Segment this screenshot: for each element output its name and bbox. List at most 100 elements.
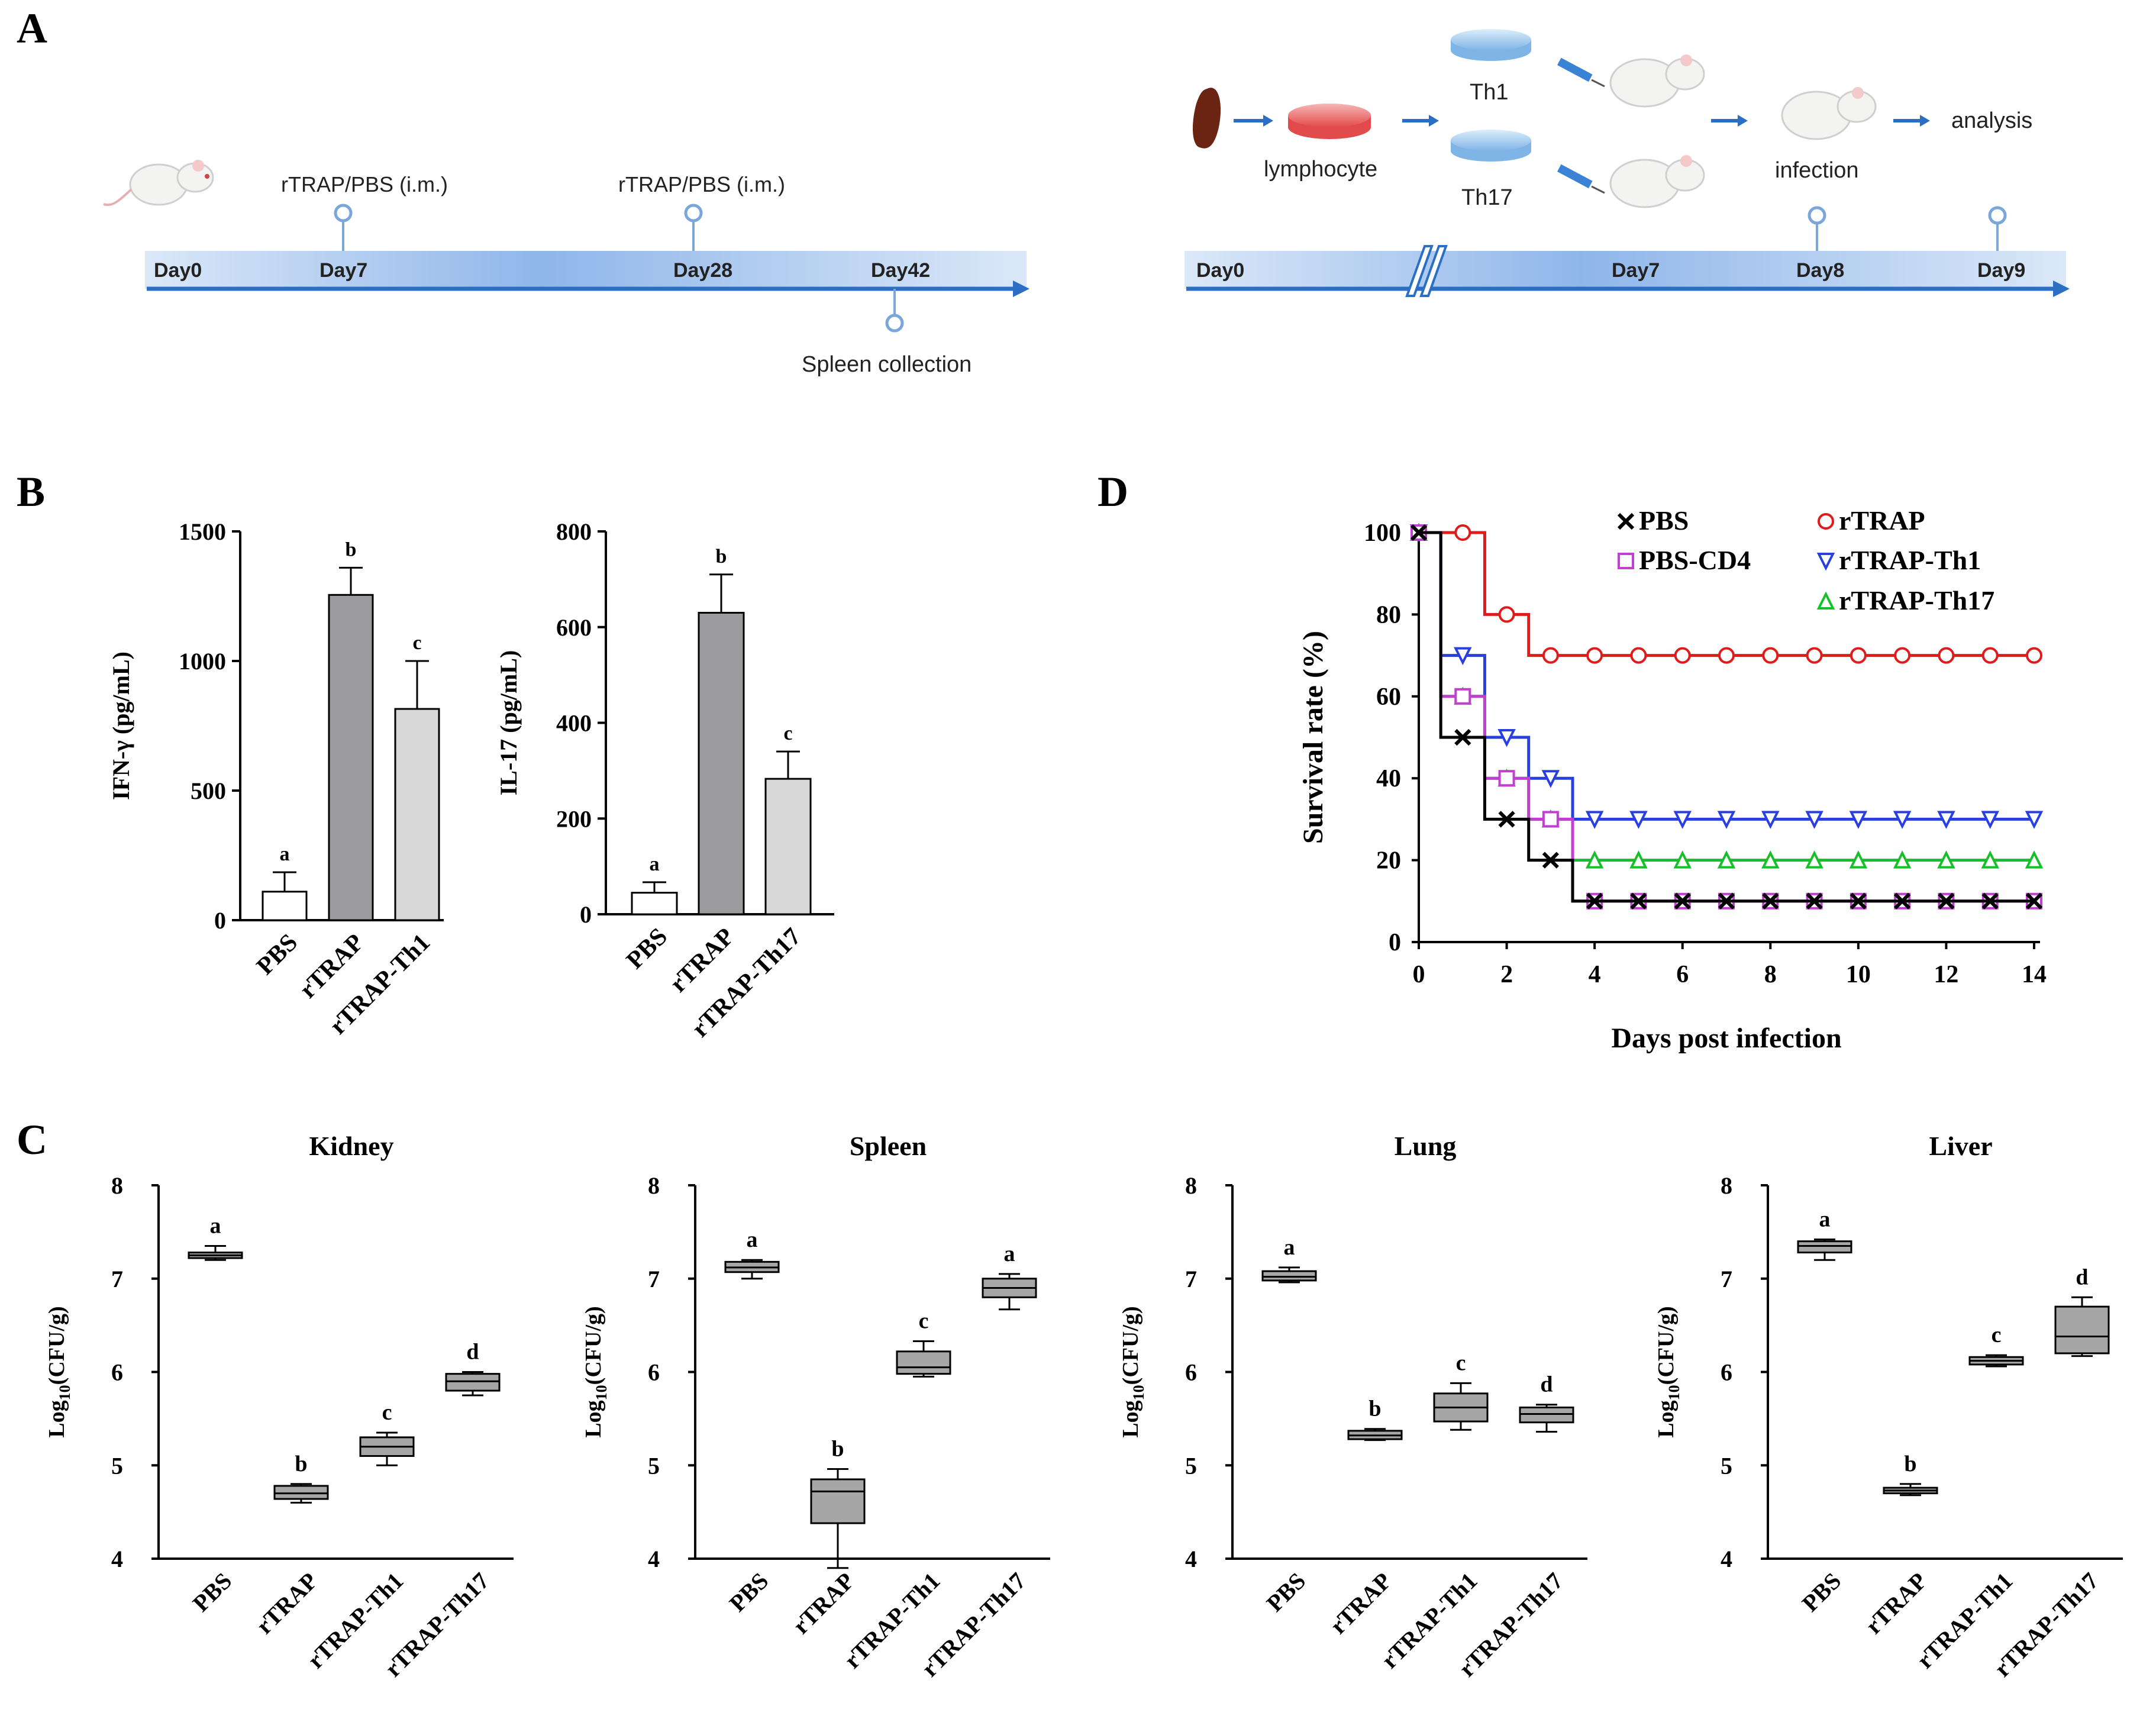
- survival-marker: [1850, 647, 1867, 664]
- boxplot-panel-liver: Liver45678Log10(CFU/g)aPBSbrTRAPcrTRAP-T…: [1654, 1131, 2123, 1682]
- pin-day28-icon: [684, 204, 703, 222]
- survival-marker: [1893, 811, 1912, 829]
- tl-right-day8: Day8: [1796, 259, 1844, 282]
- y-axis-label-base: Log: [1118, 1400, 1143, 1437]
- analysis-label: analysis: [1951, 108, 2032, 133]
- survival-marker: [2025, 892, 2043, 910]
- y-tick-label: 600: [556, 614, 592, 641]
- lymphocyte-dish-icon: [1288, 104, 1371, 139]
- tl-left-day42: Day42: [871, 259, 930, 282]
- survival-marker: [1718, 892, 1735, 910]
- mouse-infection-icon: [1781, 87, 1877, 140]
- y-axis-label: Log10(CFU/g): [44, 1306, 73, 1437]
- infection-label: infection: [1775, 158, 1859, 183]
- survival-marker: [1806, 892, 1823, 910]
- y-tick-label: 200: [556, 805, 592, 832]
- y-tick-label: 6: [648, 1359, 660, 1386]
- axis-break-icon: [1405, 245, 1448, 297]
- survival-marker: [1762, 647, 1779, 664]
- x-tick-label: PBS: [1797, 1568, 1847, 1617]
- y-axis-label-sub: 10: [593, 1385, 610, 1400]
- survival-marker: [1498, 770, 1515, 787]
- th1-label: Th1: [1470, 80, 1508, 105]
- y-tick-label: 6: [1721, 1359, 1732, 1386]
- y-tick-label: 1500: [179, 518, 226, 545]
- survival-marker: [1938, 647, 1955, 664]
- panel-label-b: B: [17, 468, 45, 515]
- box: [1519, 1406, 1574, 1424]
- y-axis-label-sub: 10: [56, 1385, 73, 1400]
- y-axis-label: Log10(CFU/g): [581, 1306, 610, 1437]
- significance-letter: a: [210, 1214, 221, 1239]
- pin-day9-icon: [1988, 206, 2007, 225]
- significance-letter: d: [466, 1340, 479, 1365]
- x-tick-label: 0: [1413, 961, 1425, 988]
- y-axis-label: Log10(CFU/g): [1654, 1306, 1683, 1437]
- survival-marker: [1849, 811, 1868, 829]
- x-tick-label: 12: [1934, 961, 1958, 988]
- bar: [328, 594, 374, 921]
- survival-marker: [1937, 850, 1955, 869]
- tl-left-day0: Day0: [154, 259, 202, 282]
- survival-marker: [1894, 892, 1911, 910]
- bar: [394, 708, 440, 921]
- syringe-th17-icon: [1557, 164, 1605, 194]
- legend-marker: [1618, 553, 1634, 569]
- tl-right-day0: Day0: [1196, 259, 1244, 282]
- survival-marker: [1674, 647, 1691, 664]
- x-tick-label: 2: [1500, 961, 1513, 988]
- y-tick-label: 5: [1185, 1452, 1197, 1479]
- box: [896, 1350, 951, 1375]
- x-tick-label: 8: [1764, 961, 1777, 988]
- survival-marker: [1454, 728, 1471, 746]
- timeline-right-arrowhead: [2053, 280, 2070, 297]
- significance-letter: a: [747, 1227, 758, 1252]
- panel-label-d: D: [1098, 468, 1128, 515]
- legend: PBS PBS-CD4 rTRAP rTRAP-Th1 rTRAP-Th17: [1617, 505, 1994, 615]
- y-tick-label: 7: [648, 1266, 660, 1292]
- survival-marker: [1805, 850, 1823, 869]
- survival-marker: [1762, 892, 1779, 910]
- y-tick-label: 100: [1364, 520, 1401, 547]
- x-tick-label: rTRAP: [787, 1568, 859, 1639]
- box: [273, 1485, 329, 1500]
- y-axis-label-base: Log: [1654, 1400, 1679, 1437]
- y-axis-label-rest: (CFU/g): [1654, 1306, 1679, 1385]
- y-tick-label: 7: [111, 1266, 123, 1292]
- bar: [764, 778, 812, 915]
- survival-marker: [1805, 811, 1823, 829]
- x-tick-label: PBS: [188, 1568, 237, 1617]
- series-rtrap: [1411, 524, 2042, 664]
- significance-letter: b: [295, 1452, 307, 1476]
- tl-left-day28: Day28: [673, 259, 732, 282]
- survival-marker: [1981, 811, 1999, 829]
- y-tick-label: 4: [1721, 1546, 1732, 1572]
- survival-marker: [1542, 647, 1559, 664]
- y-tick-label: 400: [556, 710, 592, 737]
- boxplot-title: Liver: [1929, 1131, 1992, 1161]
- boxplot-title: Spleen: [850, 1131, 927, 1161]
- survival-marker: [1850, 892, 1867, 910]
- injection-2-label: rTRAP/PBS (i.m.): [618, 172, 785, 196]
- timeline-left-band: [145, 251, 1027, 289]
- y-tick-label: 6: [1185, 1359, 1197, 1386]
- significance-letter: c: [783, 723, 792, 744]
- significance-letter: a: [1284, 1235, 1295, 1260]
- y-tick-label: 8: [1721, 1172, 1732, 1199]
- survival-marker: [1717, 850, 1736, 869]
- survival-marker: [1585, 850, 1604, 869]
- y-tick-label: 80: [1376, 601, 1401, 628]
- survival-marker: [1498, 606, 1515, 623]
- x-tick-label: PBS: [724, 1568, 774, 1617]
- survival-marker: [1981, 850, 1999, 869]
- box: [2054, 1305, 2110, 1355]
- y-axis-label-base: Log: [581, 1400, 606, 1437]
- boxplot-panel-kidney: Kidney45678Log10(CFU/g)aPBSbrTRAPcrTRAP-…: [44, 1131, 514, 1682]
- survival-marker: [1718, 647, 1735, 664]
- mouse-icon: [103, 160, 214, 207]
- x-tick-label: PBS: [251, 929, 303, 981]
- timeline-left-arrowhead: [1013, 280, 1029, 297]
- survival-marker: [1629, 811, 1648, 829]
